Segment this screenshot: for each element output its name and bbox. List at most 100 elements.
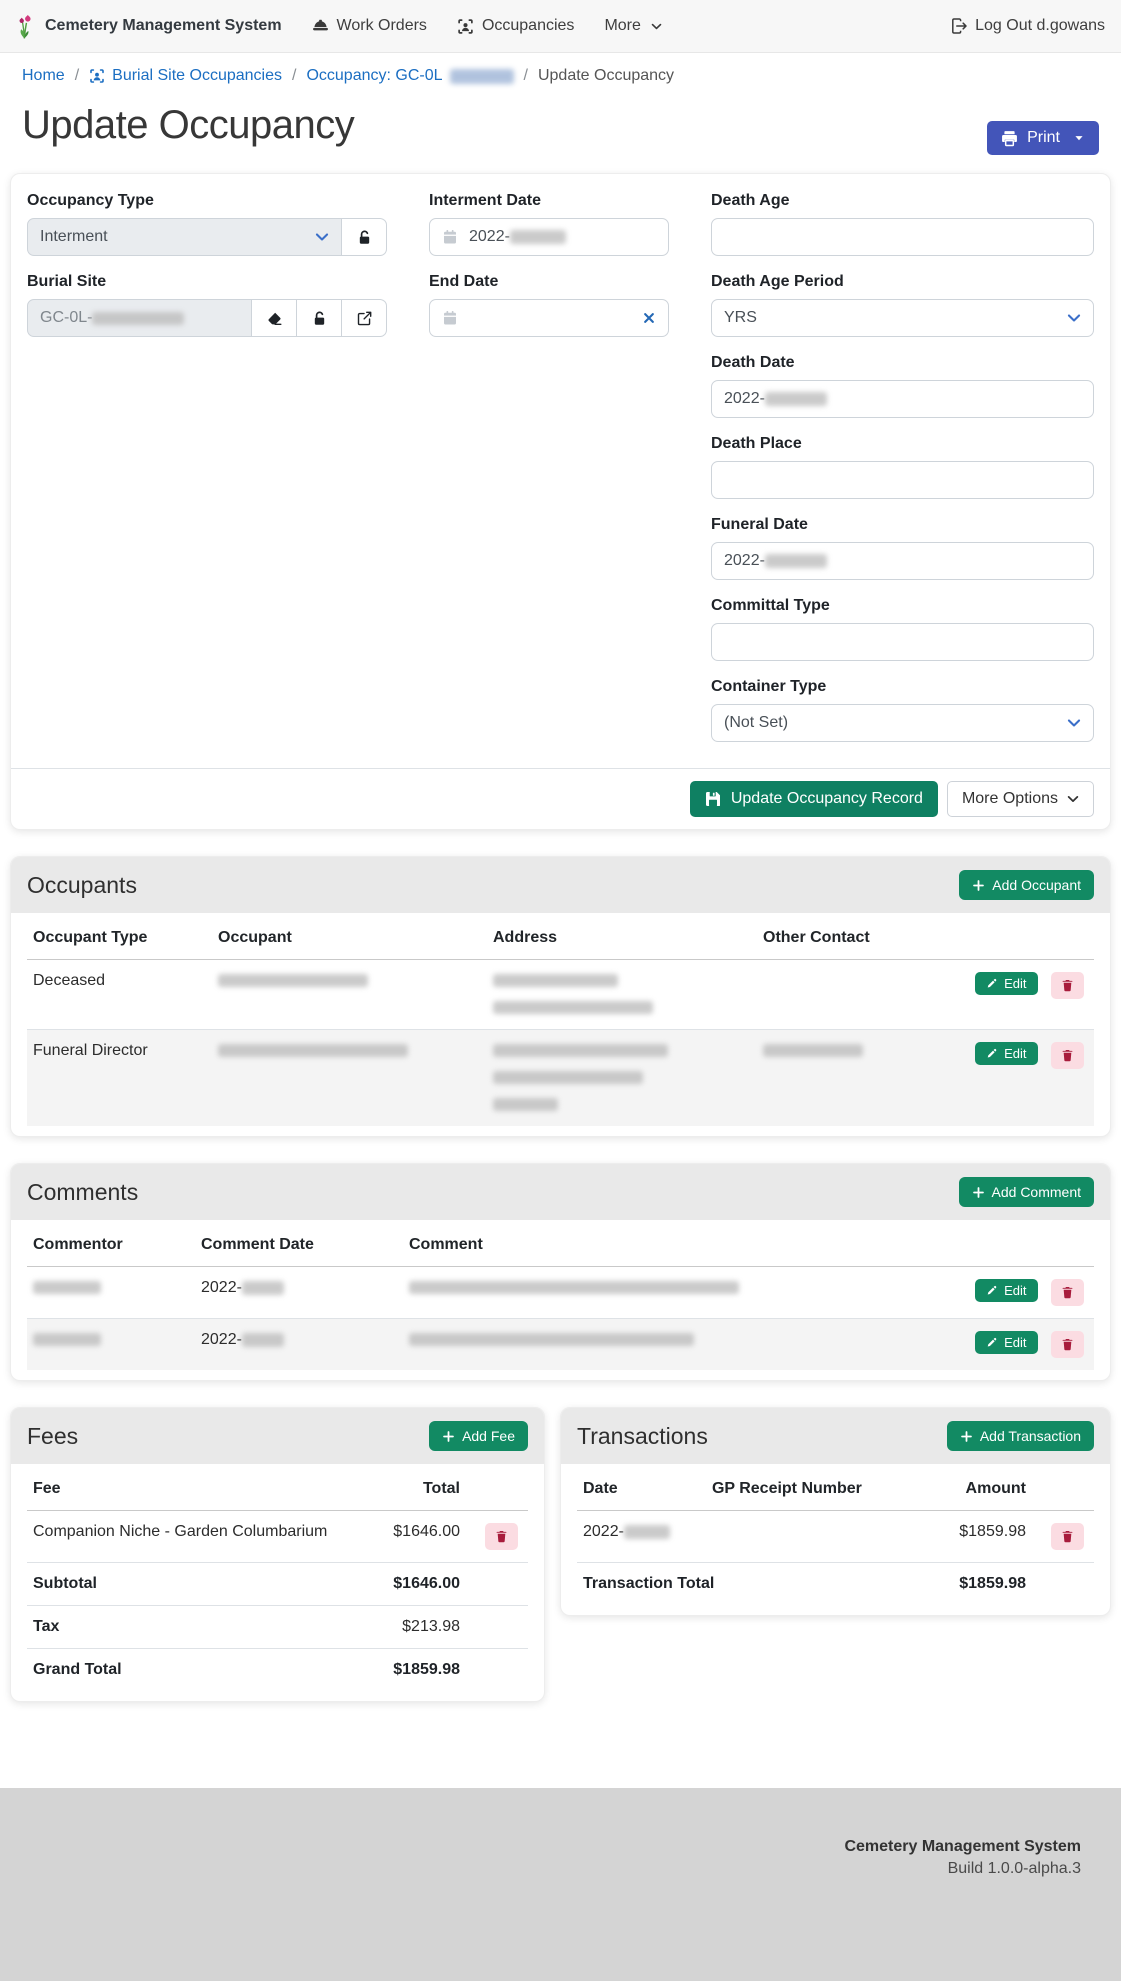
transactions-card: Transactions Add Transaction Date GP Rec… <box>560 1407 1111 1616</box>
occupancy-type-unlock-button[interactable] <box>342 218 387 256</box>
burial-site-input[interactable]: GC-0L- <box>27 299 252 337</box>
brand-link[interactable]: Cemetery Management System <box>16 13 282 40</box>
col-actions <box>934 915 1094 960</box>
occupants-table: Occupant Type Occupant Address Other Con… <box>27 915 1094 1126</box>
plus-icon <box>442 1430 455 1443</box>
col-fee: Fee <box>27 1466 360 1511</box>
comments-table: Commentor Comment Date Comment 2022- <box>27 1222 1094 1370</box>
burial-site-open-button[interactable] <box>342 299 387 337</box>
footer-app-title: Cemetery Management System <box>844 1838 1081 1855</box>
more-options-button[interactable]: More Options <box>946 781 1094 817</box>
edit-occupant-button[interactable]: Edit <box>975 1042 1038 1065</box>
nav-occupancies-label: Occupancies <box>481 17 575 34</box>
committal-type-label: Committal Type <box>711 597 830 614</box>
col-date: Date <box>577 1466 706 1511</box>
form-column-left: Occupancy Type Interment Burial Site <box>27 192 387 746</box>
edit-occupant-button[interactable]: Edit <box>975 972 1038 995</box>
transactions-title: Transactions <box>577 1422 708 1449</box>
add-fee-button[interactable]: Add Fee <box>429 1421 528 1451</box>
death-age-input[interactable] <box>711 218 1094 256</box>
redacted-text <box>764 554 827 568</box>
delete-occupant-button[interactable] <box>1051 1042 1084 1069</box>
burial-site-unlock-button[interactable] <box>297 299 342 337</box>
redacted-text <box>493 1071 643 1085</box>
trash-icon <box>1061 979 1074 992</box>
end-date-input[interactable] <box>429 299 669 337</box>
pencil-icon <box>986 1337 997 1348</box>
redacted-text <box>33 1281 101 1295</box>
death-place-input[interactable] <box>711 461 1094 499</box>
breadcrumb-home[interactable]: Home <box>22 67 65 84</box>
col-other-contact: Other Contact <box>757 915 934 960</box>
form-column-middle: Interment Date 2022- End Date <box>429 192 669 746</box>
delete-fee-button[interactable] <box>485 1523 518 1550</box>
redacted-text <box>764 392 827 406</box>
add-transaction-button[interactable]: Add Transaction <box>946 1421 1094 1451</box>
logout-link[interactable]: Log Out d.gowans <box>951 17 1105 35</box>
print-button[interactable]: Print <box>987 121 1099 155</box>
death-age-period-select[interactable]: YRS <box>711 299 1094 337</box>
fees-grand-total-row: Grand Total $1859.98 <box>33 1661 460 1678</box>
transactions-table: Date GP Receipt Number Amount 2022- $185… <box>577 1466 1094 1605</box>
delete-comment-button[interactable] <box>1051 1331 1084 1358</box>
redacted-text <box>623 1524 670 1539</box>
nav-work-orders[interactable]: Work Orders <box>312 17 427 35</box>
person-badge-icon <box>89 68 105 84</box>
caret-down-icon <box>1073 132 1085 144</box>
chevron-down-icon <box>1067 793 1079 805</box>
burial-site-clear-button[interactable] <box>252 299 297 337</box>
printer-icon <box>1001 130 1018 147</box>
col-actions <box>1035 1466 1094 1511</box>
death-date-label: Death Date <box>711 354 795 371</box>
committal-type-input[interactable] <box>711 623 1094 661</box>
edit-comment-button[interactable]: Edit <box>975 1279 1038 1302</box>
col-address: Address <box>487 915 757 960</box>
delete-comment-button[interactable] <box>1051 1279 1084 1306</box>
plus-icon <box>972 879 985 892</box>
col-gp-receipt-number: GP Receipt Number <box>705 1466 954 1511</box>
page-title: Update Occupancy <box>22 103 355 147</box>
pencil-icon <box>986 1048 997 1059</box>
delete-occupant-button[interactable] <box>1051 972 1084 999</box>
interment-date-input[interactable]: 2022- <box>429 218 669 256</box>
nav-more-label: More <box>604 17 641 34</box>
col-comment: Comment <box>403 1222 934 1267</box>
occupancy-type-label: Occupancy Type <box>27 192 154 209</box>
breadcrumb-separator: / <box>74 67 80 84</box>
update-occupancy-record-button[interactable]: Update Occupancy Record <box>689 781 938 817</box>
add-occupant-button[interactable]: Add Occupant <box>959 870 1094 900</box>
tulip-logo-icon <box>16 13 36 40</box>
funeral-date-label: Funeral Date <box>711 516 808 533</box>
funeral-date-input[interactable]: 2022- <box>711 542 1094 580</box>
occupancy-form-card: Occupancy Type Interment Burial Site <box>10 173 1111 830</box>
trash-icon <box>1061 1286 1074 1299</box>
nav-more-menu[interactable]: More <box>604 17 661 35</box>
occupancy-type-select[interactable]: Interment <box>27 218 342 256</box>
redacted-text <box>409 1281 739 1295</box>
death-age-period-label: Death Age Period <box>711 273 844 290</box>
container-type-select[interactable]: (Not Set) <box>711 704 1094 742</box>
redacted-text <box>493 1098 558 1112</box>
death-place-label: Death Place <box>711 435 802 452</box>
redacted-text <box>218 1044 408 1058</box>
nav-occupancies[interactable]: Occupancies <box>457 17 575 35</box>
clear-x-icon[interactable] <box>642 311 656 325</box>
app-title: Cemetery Management System <box>45 17 282 34</box>
save-icon <box>705 791 721 807</box>
hard-hat-icon <box>312 18 329 35</box>
breadcrumb-burial-site-occupancies[interactable]: Burial Site Occupancies <box>89 67 282 85</box>
add-comment-button[interactable]: Add Comment <box>958 1177 1094 1207</box>
trash-icon <box>1061 1530 1074 1543</box>
col-actions <box>934 1222 1094 1267</box>
edit-comment-button[interactable]: Edit <box>975 1331 1038 1354</box>
breadcrumb: Home / Burial Site Occupancies / Occupan… <box>10 53 1111 95</box>
redacted-text <box>493 974 618 988</box>
death-date-input[interactable]: 2022- <box>711 380 1094 418</box>
breadcrumb-occupancy[interactable]: Occupancy: GC-0L <box>306 67 514 85</box>
occupant-row: Funeral Director Edit <box>27 1029 1094 1126</box>
comments-title: Comments <box>27 1178 139 1205</box>
interment-date-label: Interment Date <box>429 192 542 209</box>
delete-transaction-button[interactable] <box>1051 1523 1084 1550</box>
end-date-label: End Date <box>429 273 499 290</box>
comment-row: 2022- Edit <box>27 1318 1094 1370</box>
